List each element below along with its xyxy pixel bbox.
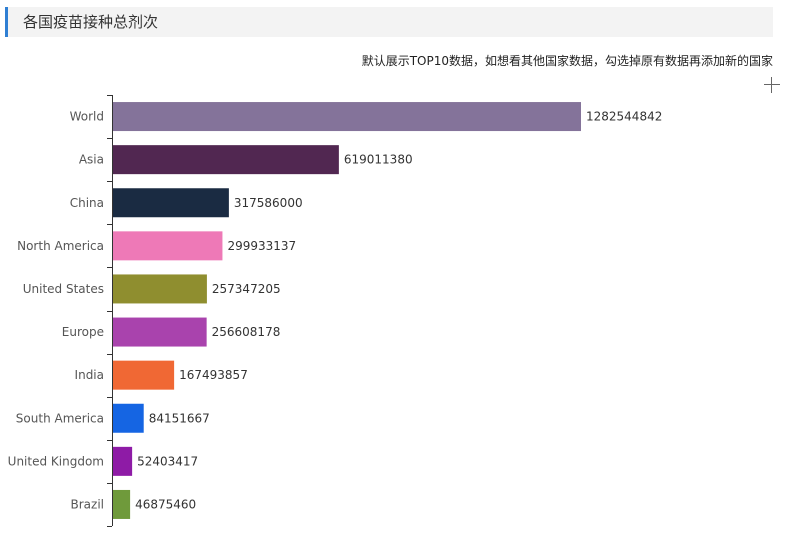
chart-header: 各国疫苗接种总剂次 bbox=[5, 7, 773, 37]
category-label: North America bbox=[17, 239, 104, 253]
top10-notice: 默认展示TOP10数据，如想看其他国家数据，勾选掉原有数据再添加新的国家 bbox=[361, 54, 773, 68]
category-label: Europe bbox=[62, 325, 104, 339]
value-label: 52403417 bbox=[137, 454, 198, 468]
bar-south-america bbox=[113, 403, 144, 433]
value-label: 257347205 bbox=[212, 282, 281, 296]
value-label: 256608178 bbox=[212, 325, 281, 339]
bar-united-kingdom bbox=[113, 446, 133, 476]
bar-india bbox=[113, 360, 175, 390]
value-label: 299933137 bbox=[227, 239, 296, 253]
category-label: United States bbox=[23, 282, 104, 296]
value-label: 84151667 bbox=[149, 411, 210, 425]
value-label: 317586000 bbox=[234, 196, 303, 210]
category-label: India bbox=[75, 368, 104, 382]
bar-united-states bbox=[113, 274, 207, 304]
bar-asia bbox=[113, 145, 339, 175]
bar-china bbox=[113, 188, 229, 218]
category-label: United Kingdom bbox=[8, 454, 104, 468]
category-label: South America bbox=[16, 411, 104, 425]
category-label: World bbox=[70, 110, 104, 124]
value-label: 1282544842 bbox=[586, 110, 662, 124]
bar-world bbox=[113, 102, 581, 132]
category-label: Brazil bbox=[71, 497, 105, 511]
plus-icon[interactable] bbox=[763, 76, 781, 94]
category-label: Asia bbox=[79, 153, 104, 167]
value-label: 619011380 bbox=[344, 153, 413, 167]
page-title: 各国疫苗接种总剂次 bbox=[23, 13, 159, 31]
value-label: 46875460 bbox=[135, 497, 196, 511]
bar-brazil bbox=[113, 489, 131, 519]
value-label: 167493857 bbox=[179, 368, 248, 382]
bar-europe bbox=[113, 317, 207, 347]
bar-north-america bbox=[113, 231, 223, 261]
category-label: China bbox=[70, 196, 104, 210]
